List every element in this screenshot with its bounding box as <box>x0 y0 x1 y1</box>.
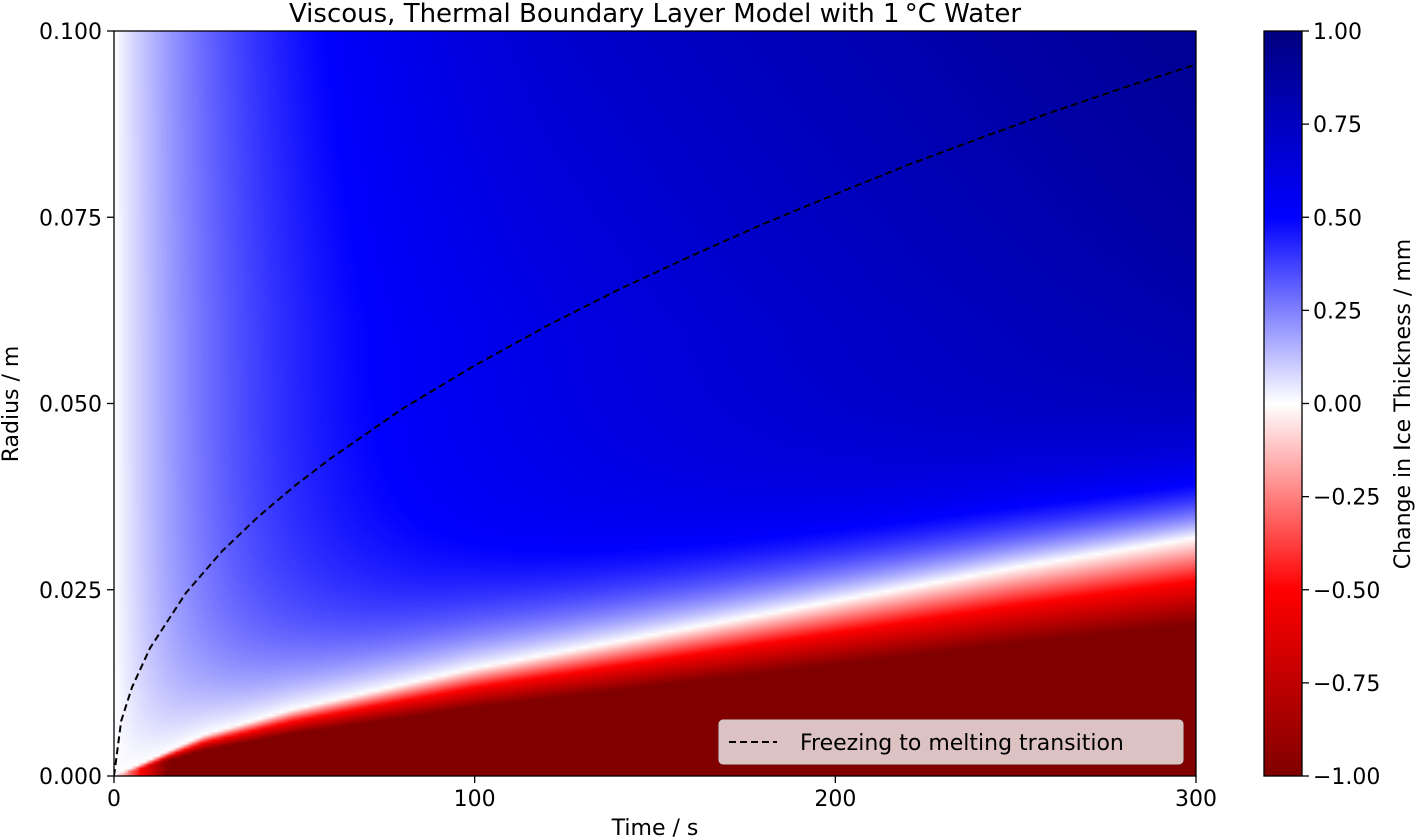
legend-box <box>718 719 1184 765</box>
y-axis-label: Radius / m <box>0 346 24 463</box>
colorbar-gradient <box>1263 30 1303 777</box>
chart-title: Viscous, Thermal Boundary Layer Model wi… <box>289 0 1021 29</box>
colorbar-tick-label: 0.00 <box>1313 393 1362 418</box>
x-tick-label: 0 <box>107 787 121 812</box>
colorbar-ticks: −1.00 −0.75 −0.50 −0.25 0.00 0.25 0.50 0.75 1.00 <box>1302 20 1380 790</box>
y-tick-label: 0.050 <box>39 393 102 418</box>
colorbar-tick-label: 0.75 <box>1313 113 1362 138</box>
x-tick-label: 200 <box>814 787 856 812</box>
y-tick-label: 0.075 <box>39 206 102 231</box>
heatmap-image <box>114 31 1196 776</box>
legend: Freezing to melting transition <box>718 719 1184 765</box>
colorbar: −1.00 −0.75 −0.50 −0.25 0.00 0.25 0.50 0.75 1.00… <box>1263 20 1416 790</box>
heatmap-field <box>114 31 1196 776</box>
legend-entry-label: Freezing to melting transition <box>800 731 1124 756</box>
y-tick-label: 0.025 <box>39 579 102 604</box>
y-axis: 0.000 0.025 0.050 0.075 0.100 <box>39 20 114 790</box>
y-tick-label: 0.100 <box>39 20 102 45</box>
y-tick-label: 0.000 <box>39 765 102 790</box>
x-tick-label: 100 <box>454 787 496 812</box>
colorbar-label: Change in Ice Thickness / mm <box>1391 239 1416 569</box>
colorbar-tick-label: 0.50 <box>1313 206 1362 231</box>
colorbar-tick-label: 1.00 <box>1313 20 1362 45</box>
x-axis-label: Time / s <box>611 816 699 839</box>
colorbar-tick-label: 0.25 <box>1313 299 1362 324</box>
colorbar-tick-label: −1.00 <box>1313 765 1380 790</box>
series-group <box>114 63 1196 776</box>
colorbar-tick-label: −0.50 <box>1313 579 1380 604</box>
x-axis: 0 100 200 300 <box>107 776 1217 812</box>
colorbar-tick-label: −0.75 <box>1313 672 1380 697</box>
x-tick-label: 300 <box>1175 787 1217 812</box>
series-line-transition <box>114 63 1196 776</box>
colorbar-tick-label: −0.25 <box>1313 486 1380 511</box>
